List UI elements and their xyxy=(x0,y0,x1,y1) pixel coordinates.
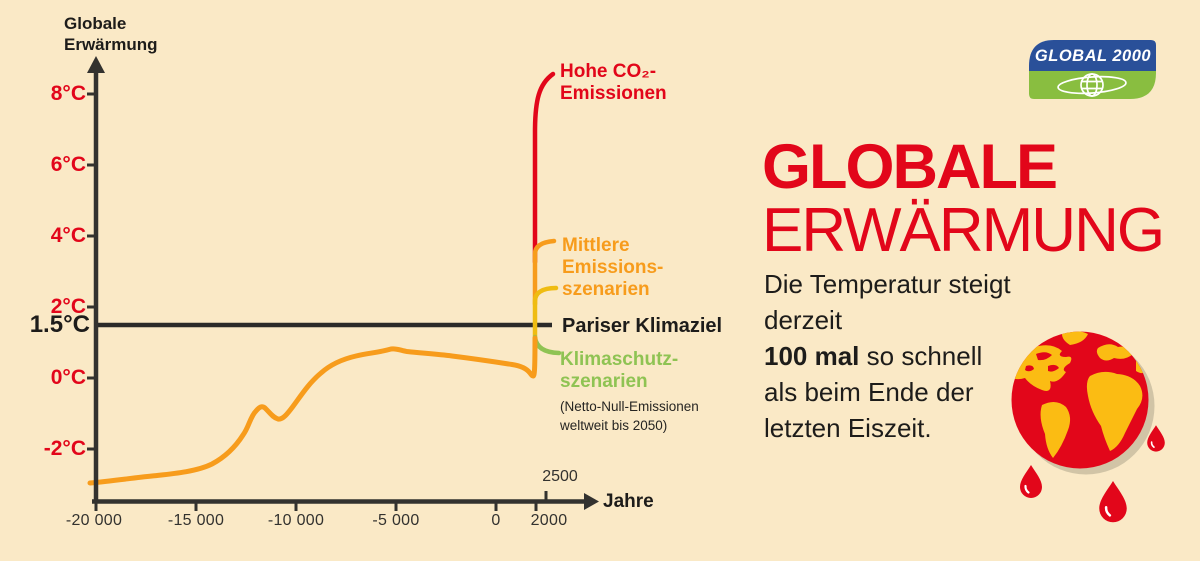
blood-drop-big xyxy=(1099,481,1127,523)
body-line4: letzten Eiszeit. xyxy=(764,413,932,443)
label-climate-protection: Klimaschutz- szenarien xyxy=(560,349,678,393)
label-netzero-note-line2: weltweit bis 2050) xyxy=(560,418,668,433)
label-high-emissions: Hohe CO₂- Emissionen xyxy=(560,61,667,105)
label-climate-protection-line1: Klimaschutz- xyxy=(560,349,679,370)
logo-green-band xyxy=(1029,71,1156,99)
logo-blue-band xyxy=(1029,40,1156,71)
x-tick-minus10000: -10 000 xyxy=(267,512,325,529)
x-tick-minus5000: -5 000 xyxy=(372,512,420,529)
earth-illustration xyxy=(1011,331,1165,523)
body-line3: als beim Ende der xyxy=(764,377,974,407)
y-axis-ticks xyxy=(87,92,96,451)
label-high-emissions-line2: Emissionen xyxy=(560,83,667,104)
scenario-line-mid-upper xyxy=(532,238,557,307)
scenario-line-climate-protection xyxy=(532,334,562,356)
label-mid-emissions: Mittlere Emissions- szenarien xyxy=(562,235,663,301)
label-netzero-note-line1: (Netto-Null-Emissionen xyxy=(560,399,699,414)
warming-chart xyxy=(87,56,599,511)
x-axis-name: Jahre xyxy=(603,491,654,512)
label-paris-target: Pariser Klimaziel xyxy=(562,315,723,337)
x-tick-minus20000: -20 000 xyxy=(65,512,123,529)
x-axis-arrow xyxy=(584,493,599,510)
x-tick-0: 0 xyxy=(491,512,501,529)
earth-land-details xyxy=(1025,352,1059,372)
y-tick-0c: 0°C xyxy=(50,366,86,389)
y-tick-8c: 8°C xyxy=(50,82,86,105)
x-axis-ticks xyxy=(94,491,548,511)
y-tick-minus2c: -2°C xyxy=(43,437,86,460)
y-tick-6c: 6°C xyxy=(50,153,86,176)
body-line2-bold: 100 mal xyxy=(764,341,860,371)
y-axis-title: Globale Erwärmung xyxy=(64,13,158,55)
historical-temperature-line xyxy=(87,335,538,486)
x-tick-2000: 2000 xyxy=(530,512,568,529)
scenario-line-mid-lower xyxy=(532,285,559,339)
global2000-logo: GLOBAL 2000 xyxy=(1029,40,1156,99)
y-tick-4c: 4°C xyxy=(50,224,86,247)
y-axis-title-line2: Erwärmung xyxy=(64,35,158,54)
label-mid-emissions-line1: Mittlere xyxy=(562,235,630,256)
logo-globe-icon xyxy=(1057,73,1127,97)
scenario-line-high-emissions xyxy=(532,71,556,265)
x-tick-2500: 2500 xyxy=(542,468,578,485)
label-mid-emissions-line2: Emissions- xyxy=(562,257,664,278)
x-tick-minus15000: -15 000 xyxy=(167,512,225,529)
blood-drop-left xyxy=(1020,465,1042,498)
headline-line1: GLOBALE xyxy=(762,132,1058,202)
paris-target-value: 1.5°C xyxy=(29,311,90,338)
y-axis-title-line1: Globale xyxy=(64,14,127,33)
label-high-emissions-line1: Hohe CO₂- xyxy=(560,61,657,82)
body-line1: Die Temperatur steigt derzeit xyxy=(764,269,1011,335)
body-line2-rest: so schnell xyxy=(859,341,983,371)
y-tick-2c: 2°C xyxy=(50,295,86,318)
y-axis-arrow xyxy=(87,56,105,73)
label-netzero-note: (Netto-Null-Emissionen weltweit bis 2050… xyxy=(560,397,699,435)
blood-drop-small xyxy=(1147,425,1165,452)
logo-text: GLOBAL 2000 xyxy=(1035,47,1151,65)
label-climate-protection-line2: szenarien xyxy=(560,371,648,392)
headline-line2: ERWÄRMUNG xyxy=(762,196,1165,265)
body-paragraph: Die Temperatur steigt derzeit 100 mal so… xyxy=(764,266,1094,446)
label-mid-emissions-line3: szenarien xyxy=(562,279,650,300)
